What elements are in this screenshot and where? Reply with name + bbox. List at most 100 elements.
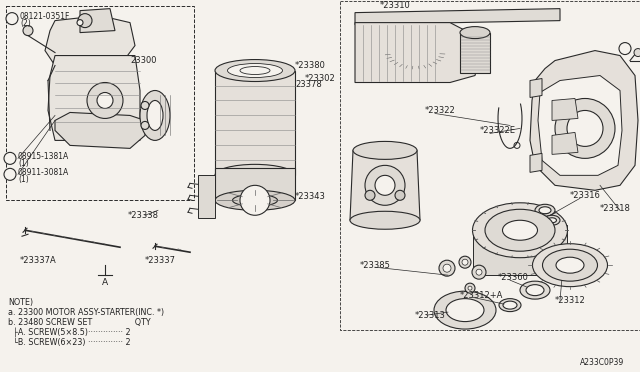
Circle shape xyxy=(555,99,615,158)
Ellipse shape xyxy=(232,194,278,206)
Circle shape xyxy=(619,42,631,55)
Polygon shape xyxy=(473,225,567,275)
Polygon shape xyxy=(530,153,542,172)
Text: └B. SCREW(6×23) ·············· 2: └B. SCREW(6×23) ·············· 2 xyxy=(8,337,131,347)
Polygon shape xyxy=(552,99,578,121)
Polygon shape xyxy=(460,33,490,73)
Ellipse shape xyxy=(147,100,163,131)
Ellipse shape xyxy=(472,203,568,258)
Ellipse shape xyxy=(532,244,607,287)
Polygon shape xyxy=(355,9,560,25)
Text: *23312: *23312 xyxy=(555,296,586,305)
Text: *23322E: *23322E xyxy=(480,126,516,135)
Circle shape xyxy=(472,265,486,279)
Ellipse shape xyxy=(502,220,538,240)
Text: *23322: *23322 xyxy=(425,106,456,115)
Text: 08121-0351F: 08121-0351F xyxy=(20,12,70,21)
Circle shape xyxy=(365,190,375,200)
Polygon shape xyxy=(45,16,135,65)
Ellipse shape xyxy=(446,299,484,321)
Circle shape xyxy=(634,49,640,57)
Ellipse shape xyxy=(350,211,420,229)
Text: (1): (1) xyxy=(18,175,29,184)
Circle shape xyxy=(514,142,520,148)
Circle shape xyxy=(468,286,472,290)
Polygon shape xyxy=(198,175,215,218)
Circle shape xyxy=(443,264,451,272)
Circle shape xyxy=(395,190,405,200)
Polygon shape xyxy=(55,112,145,148)
Text: *23385: *23385 xyxy=(360,261,391,270)
Ellipse shape xyxy=(485,209,555,251)
Circle shape xyxy=(141,121,149,129)
Polygon shape xyxy=(552,132,578,154)
Ellipse shape xyxy=(215,190,295,210)
Ellipse shape xyxy=(539,207,551,214)
Text: ├A. SCREW(5×8.5)·············· 2: ├A. SCREW(5×8.5)·············· 2 xyxy=(8,327,131,337)
Polygon shape xyxy=(215,169,295,200)
Ellipse shape xyxy=(503,301,517,309)
Text: *23318: *23318 xyxy=(600,204,631,213)
Polygon shape xyxy=(48,55,140,140)
Circle shape xyxy=(462,259,468,265)
Text: 08915-1381A: 08915-1381A xyxy=(18,152,69,161)
Text: 23300: 23300 xyxy=(130,56,157,65)
Ellipse shape xyxy=(227,64,282,77)
Polygon shape xyxy=(538,76,622,175)
Text: M: M xyxy=(7,156,13,161)
Text: b. 23480 SCREW SET                 QTY: b. 23480 SCREW SET QTY xyxy=(8,318,150,327)
Text: *23337A: *23337A xyxy=(20,256,57,265)
Text: *23310: *23310 xyxy=(380,1,411,10)
Ellipse shape xyxy=(140,90,170,140)
Text: N: N xyxy=(8,172,12,177)
Text: 08911-3081A: 08911-3081A xyxy=(18,168,69,177)
Text: B: B xyxy=(10,14,15,23)
Text: (1): (1) xyxy=(18,159,29,168)
Circle shape xyxy=(375,175,395,195)
Ellipse shape xyxy=(499,299,521,312)
Circle shape xyxy=(465,283,475,293)
Polygon shape xyxy=(530,51,638,190)
Text: *23316: *23316 xyxy=(570,191,601,200)
Ellipse shape xyxy=(526,285,544,296)
Text: NOTE): NOTE) xyxy=(8,298,33,307)
Ellipse shape xyxy=(434,291,496,329)
Ellipse shape xyxy=(543,249,598,281)
Circle shape xyxy=(240,185,270,215)
Circle shape xyxy=(77,20,83,26)
Text: *23313: *23313 xyxy=(415,311,446,320)
Circle shape xyxy=(567,110,603,147)
Circle shape xyxy=(4,153,16,164)
Ellipse shape xyxy=(460,27,490,39)
Ellipse shape xyxy=(535,204,555,216)
Text: *23337: *23337 xyxy=(145,256,176,265)
Text: *23338: *23338 xyxy=(128,211,159,220)
Text: *23312+A: *23312+A xyxy=(460,291,504,299)
Circle shape xyxy=(23,26,33,36)
Ellipse shape xyxy=(544,215,560,225)
Circle shape xyxy=(476,269,482,275)
Text: *23302: *23302 xyxy=(305,74,336,83)
Circle shape xyxy=(6,13,18,25)
Circle shape xyxy=(97,93,113,109)
Text: *23465: *23465 xyxy=(510,213,541,222)
Polygon shape xyxy=(80,9,115,33)
Text: *23343: *23343 xyxy=(295,192,326,201)
Ellipse shape xyxy=(520,281,550,299)
Polygon shape xyxy=(355,23,480,83)
Text: 23378: 23378 xyxy=(295,80,322,89)
Ellipse shape xyxy=(215,164,295,186)
Ellipse shape xyxy=(215,60,295,81)
Circle shape xyxy=(78,14,92,28)
Polygon shape xyxy=(350,150,420,220)
Text: a. 23300 MOTOR ASSY-STARTER(INC. *): a. 23300 MOTOR ASSY-STARTER(INC. *) xyxy=(8,308,164,317)
Text: *23380: *23380 xyxy=(295,61,326,70)
Ellipse shape xyxy=(240,67,270,74)
Circle shape xyxy=(439,260,455,276)
Ellipse shape xyxy=(556,257,584,273)
Text: B: B xyxy=(623,44,628,53)
Circle shape xyxy=(141,102,149,109)
Text: *23360: *23360 xyxy=(498,273,529,282)
Text: *23354: *23354 xyxy=(495,231,525,240)
Polygon shape xyxy=(530,78,542,97)
